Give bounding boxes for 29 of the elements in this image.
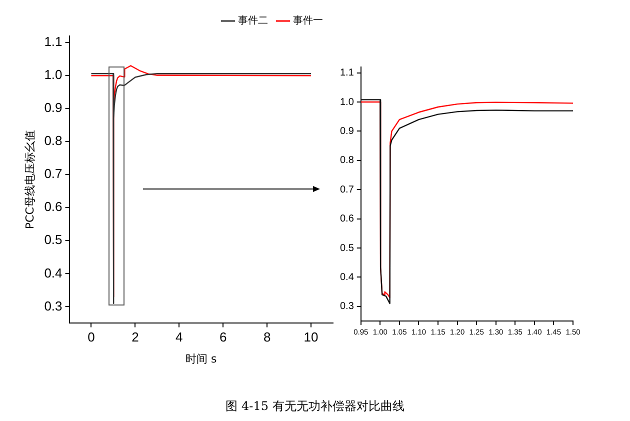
y-tick-label: 0.7 xyxy=(340,184,354,196)
y-tick-label: 0.9 xyxy=(44,100,62,116)
y-tick-label: 1.1 xyxy=(340,68,354,79)
x-tick-label: 6 xyxy=(219,330,227,345)
x-tick-label: 2 xyxy=(132,330,139,345)
y-tick-label: 1.0 xyxy=(44,67,62,82)
x-tick-label: 10 xyxy=(304,330,318,345)
y-tick-label: 0.8 xyxy=(44,133,62,148)
legend-label: 事件二 xyxy=(238,14,268,27)
y-tick-label: 0.5 xyxy=(340,242,354,254)
y-tick-label: 0.4 xyxy=(340,272,354,283)
y-tick-label: 0.7 xyxy=(44,166,62,182)
y-tick-label: 0.3 xyxy=(44,298,62,314)
y-axis-title: PCC母线电压标幺值 xyxy=(23,130,36,230)
y-tick-label: 0.4 xyxy=(44,265,62,280)
x-tick-label: 0 xyxy=(88,330,95,345)
x-axis-title: 时间 s xyxy=(186,352,218,366)
y-tick-label: 1.1 xyxy=(44,34,62,50)
legend-label: 事件一 xyxy=(293,14,323,27)
y-tick-label: 1.0 xyxy=(340,96,354,108)
caption: 图 4-15 有无无功补偿器对比曲线 xyxy=(224,398,406,415)
x-tick-label: 4 xyxy=(176,330,183,345)
y-tick-label: 0.9 xyxy=(340,126,354,137)
x-tick-label: 8 xyxy=(263,330,271,345)
y-tick-label: 0.8 xyxy=(340,155,354,166)
y-tick-label: 0.6 xyxy=(44,199,62,214)
y-tick-label: 0.5 xyxy=(44,232,62,248)
y-tick-label: 0.6 xyxy=(340,214,354,225)
y-tick-label: 0.3 xyxy=(340,301,354,312)
